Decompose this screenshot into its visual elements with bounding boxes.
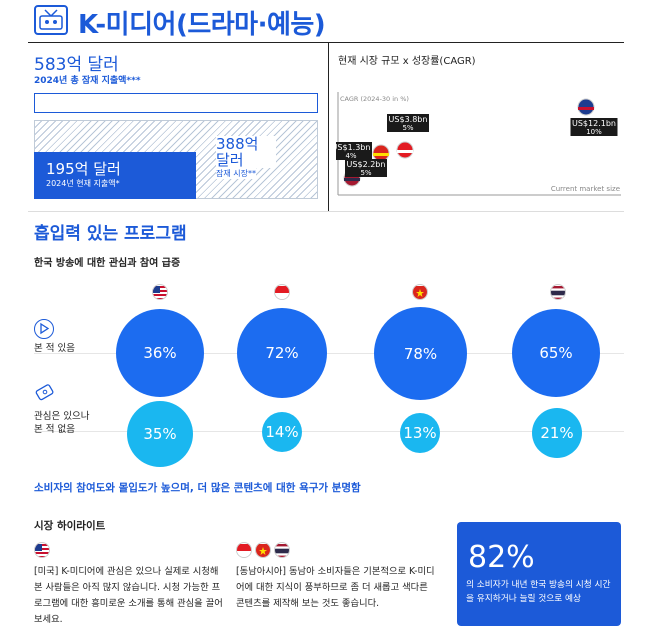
scatter-point-value: 10% <box>586 128 602 136</box>
current-spend-label: 2024년 현재 지출액* <box>46 179 120 188</box>
bubble-seen-id: 72% <box>237 308 327 398</box>
scatter-point-value: 5% <box>402 124 413 132</box>
bubble-seen-value: 36% <box>143 344 177 362</box>
potential-market-value: 388억 달러 <box>216 136 276 168</box>
ticket-icon <box>34 382 56 402</box>
bubble-seen-us: 36% <box>116 309 204 397</box>
bubble-interested-value: 13% <box>403 424 437 442</box>
total-bar <box>34 93 318 113</box>
current-spend-value: 195억 달러 <box>46 160 121 178</box>
divider <box>28 42 624 43</box>
scatter-point-label: US$1.3bn <box>336 143 370 152</box>
sea-highlight-text: [동남아시아] 동남아 소비자들은 기본적으로 K-미디어에 대한 지식이 풍부… <box>236 566 435 609</box>
vietnam-flag-icon <box>255 542 271 558</box>
section-title: 흡입력 있는 프로그램 <box>34 224 187 244</box>
us-flag-icon <box>34 542 50 558</box>
indonesia-flag-icon <box>274 284 290 300</box>
potential-market-label: 잠재 시장** <box>216 168 256 179</box>
flag-stripe <box>397 150 413 153</box>
row-label-interested: 관심은 있으나 <box>34 411 90 422</box>
flag-stripe <box>344 178 360 181</box>
bubble-seen-vn: 78% <box>374 307 467 400</box>
bubble-interested-value: 35% <box>143 425 177 443</box>
bubble-interested-vn: 13% <box>400 413 440 453</box>
scatter-point-label: US$12.1bn <box>572 119 616 128</box>
tv-icon <box>34 5 68 35</box>
us-highlight-text: [미국] K-미디어에 관심은 있으나 실제로 시청해 본 사람들은 아직 많지… <box>34 566 223 625</box>
section-subtitle: 한국 방송에 대한 관심과 참여 급증 <box>34 258 181 269</box>
bubble-interested-value: 14% <box>265 423 299 441</box>
stat-card <box>457 522 621 626</box>
stat-text: 의 소비자가 내년 한국 방송의 시청 시간을 유지하거나 늘릴 것으로 예상 <box>466 580 611 604</box>
y-axis-label: CAGR (2024-30 in %) <box>340 95 409 103</box>
row-label-seen: 본 적 있음 <box>34 343 75 354</box>
thailand-flag-icon <box>274 542 290 558</box>
scatter-label-bg <box>387 114 429 132</box>
us-flag-icon <box>152 284 168 300</box>
bubble-seen-th: 65% <box>512 309 600 397</box>
bubble-seen-value: 78% <box>403 344 438 363</box>
conclusion-text: 소비자의 참여도와 몰입도가 높으며, 더 많은 콘텐츠에 대한 욕구가 분명함 <box>34 482 361 494</box>
x-axis-label: Current market size <box>551 185 620 193</box>
thailand-flag-icon <box>550 284 566 300</box>
scatter-label-bg <box>570 118 618 136</box>
scatter-label-bg <box>345 159 387 177</box>
bubble-interested-value: 21% <box>540 424 574 442</box>
scatter-chart-title: 현재 시장 규모 x 성장률(CAGR) <box>338 56 476 67</box>
flag-stripe <box>373 153 389 156</box>
total-spend-label: 2024년 총 잠재 지출액*** <box>34 76 141 86</box>
scatter-point-label: US$2.2bn <box>347 160 386 169</box>
stat-value: 82% <box>468 540 535 575</box>
scatter-point-value: 5% <box>360 169 371 177</box>
scatter-label-bg <box>330 142 372 160</box>
row-guide <box>34 431 624 432</box>
scatter-chart: CAGR (2024-30 in %) Current market size … <box>330 92 621 203</box>
row-guide <box>34 353 624 354</box>
indonesia-flag-icon <box>236 542 252 558</box>
vietnam-flag-icon <box>412 284 428 300</box>
scatter-point-value: 4% <box>345 152 356 160</box>
divider <box>28 211 624 212</box>
bubble-seen-value: 65% <box>539 344 573 362</box>
bubble-interested-id: 14% <box>262 412 302 452</box>
page-title: K-미디어(드라마·예능) <box>78 10 326 40</box>
row-label-interested: 본 적 없음 <box>34 424 75 435</box>
bubble-interested-us: 35% <box>127 401 193 467</box>
scatter-point-label: US$3.8bn <box>389 115 428 124</box>
divider <box>328 42 329 212</box>
bubble-seen-value: 72% <box>265 344 299 362</box>
bubble-interested-th: 21% <box>532 408 582 458</box>
flag-stripe <box>578 107 594 110</box>
current-spend-bar <box>34 152 196 199</box>
total-spend-value: 583억 달러 <box>34 55 119 75</box>
play-icon <box>34 319 54 339</box>
highlights-title: 시장 하이라이트 <box>34 520 106 532</box>
